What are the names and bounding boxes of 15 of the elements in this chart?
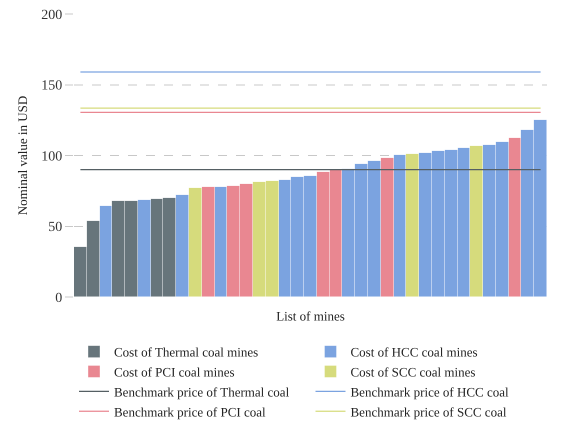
x-axis-title: List of mines (276, 308, 345, 324)
y-tick-label: 200 (41, 8, 62, 23)
legend-label: Cost of PCI coal mines (114, 364, 235, 380)
legend-label: Benchmark price of Thermal coal (114, 384, 290, 400)
y-axis-title: Nominal value in USD (15, 96, 30, 216)
legend-label: Cost of HCC coal mines (350, 344, 478, 360)
legend-label: Cost of SCC coal mines (350, 364, 476, 380)
legend-label: Benchmark price of HCC coal (350, 384, 509, 400)
legend-label: Cost of Thermal coal mines (114, 344, 258, 360)
y-tick-label: 100 (41, 149, 62, 164)
y-tick-label: 50 (48, 220, 62, 236)
legend-label: Benchmark price of PCI coal (114, 404, 266, 420)
y-tick-label: 0 (55, 290, 62, 306)
y-tick-label: 150 (41, 78, 62, 94)
legend-label: Benchmark price of SCC coal (350, 404, 507, 420)
